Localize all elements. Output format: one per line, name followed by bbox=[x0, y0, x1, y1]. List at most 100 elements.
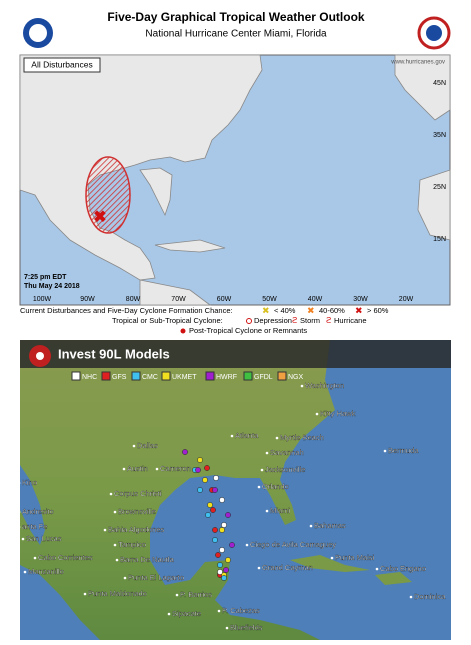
outlook-map: ✖ All Disturbances www.hurricanes.gov 7:… bbox=[19, 54, 451, 306]
track-point bbox=[213, 475, 219, 481]
city-label: Bahamas bbox=[314, 521, 346, 530]
legend-swatch bbox=[243, 371, 253, 381]
legend-label: HWRF bbox=[216, 374, 237, 381]
city-label: Atlanta bbox=[235, 431, 259, 440]
city-dot bbox=[225, 626, 229, 630]
city-label: Tampico bbox=[118, 540, 146, 549]
city-label: P. Cabezas bbox=[222, 606, 260, 615]
city-label: Bahia Algodones bbox=[108, 525, 165, 534]
legend-label: UKMET bbox=[172, 374, 197, 381]
city-label: Cameron bbox=[160, 464, 191, 473]
city-label: Washington bbox=[305, 381, 344, 390]
city-dot bbox=[113, 510, 117, 514]
city-dot bbox=[132, 444, 136, 448]
city-dot bbox=[309, 524, 313, 528]
city-label: Bluefields bbox=[230, 623, 263, 632]
legend-swatch bbox=[101, 371, 111, 381]
legend-icon-storm: ϩ bbox=[292, 316, 297, 325]
latitude-label: 15N bbox=[433, 236, 446, 243]
legend-swatch bbox=[131, 371, 141, 381]
city-label: Manzanillo bbox=[28, 567, 64, 576]
nws-logo-inner bbox=[426, 25, 442, 41]
track-point bbox=[223, 567, 229, 573]
title-bar bbox=[20, 340, 451, 368]
track-point bbox=[202, 477, 208, 483]
city-dot bbox=[23, 570, 27, 574]
track-point bbox=[197, 487, 203, 493]
legend-label: GFS bbox=[112, 374, 127, 381]
city-dot bbox=[245, 543, 249, 547]
track-point bbox=[197, 457, 203, 463]
city-label: Barra De Nautla bbox=[120, 555, 175, 564]
city-dot bbox=[265, 509, 269, 513]
longitude-label: 30W bbox=[353, 296, 368, 303]
track-point bbox=[204, 465, 210, 471]
city-dot bbox=[375, 567, 379, 571]
europe bbox=[394, 54, 451, 121]
city-dot bbox=[260, 468, 264, 472]
city-label: Cabo Corrientes bbox=[38, 553, 93, 562]
track-point bbox=[217, 562, 223, 568]
track-point bbox=[215, 552, 221, 558]
track-point bbox=[219, 527, 225, 533]
city-dot bbox=[275, 436, 279, 440]
track-point bbox=[182, 449, 188, 455]
legend-label: CMC bbox=[142, 374, 158, 381]
legend-label: NGX bbox=[288, 374, 304, 381]
outlook-title: Five-Day Graphical Tropical Weather Outl… bbox=[107, 10, 365, 24]
city-label: Punta El Lagarto bbox=[128, 573, 184, 582]
legend-chance-heading: Current Disturbances and Five-Day Cyclon… bbox=[20, 306, 233, 315]
north-america bbox=[20, 340, 335, 640]
city-label: Miami bbox=[270, 506, 290, 515]
city-dot bbox=[113, 543, 117, 547]
legend-swatch bbox=[277, 371, 287, 381]
track-point bbox=[219, 497, 225, 503]
city-dot bbox=[175, 593, 179, 597]
city-label: Grand Cayman bbox=[262, 563, 313, 572]
latitude-labels: 45N 35N 25N 15N bbox=[433, 80, 446, 243]
city-label: Punta Maldonado bbox=[88, 589, 147, 598]
cuba bbox=[154, 239, 226, 253]
gulf-of-california bbox=[20, 465, 45, 545]
track-point bbox=[229, 542, 235, 548]
legend-chance-low: < 40% bbox=[274, 306, 296, 315]
legend-icon-mid: ✖ bbox=[307, 305, 315, 315]
models-title: Invest 90L Models bbox=[58, 346, 170, 361]
longitude-label: 70W bbox=[171, 296, 186, 303]
latitude-label: 45N bbox=[433, 80, 446, 87]
city-label: Savannah bbox=[270, 448, 304, 457]
models-map: Invest 90L Models bbox=[20, 340, 451, 640]
track-point bbox=[195, 467, 201, 473]
track-point bbox=[212, 527, 218, 533]
legend-swatch bbox=[71, 371, 81, 381]
city-dot bbox=[300, 384, 304, 388]
city-labels: Washington Kitty Hawk Atlanta Myrtle Beach D… bbox=[17, 381, 446, 632]
legend-depression: Depression bbox=[254, 316, 292, 325]
hispaniola bbox=[375, 572, 412, 585]
model-tracks bbox=[182, 449, 235, 581]
legend-label: NHC bbox=[82, 374, 97, 381]
city-dot bbox=[257, 566, 261, 570]
city-dot bbox=[409, 595, 413, 599]
city-dot bbox=[122, 467, 126, 471]
legend-icon-low: ✖ bbox=[262, 305, 270, 315]
disturbance-marker: ✖ bbox=[93, 209, 106, 226]
disturbance-area bbox=[85, 156, 131, 234]
longitude-label: 40W bbox=[308, 296, 323, 303]
track-point bbox=[212, 487, 218, 493]
longitude-labels: 100W 90W 80W 70W 60W 50W 40W 30W 20W bbox=[33, 296, 414, 303]
city-dot bbox=[383, 449, 387, 453]
legend-icon-high: ✖ bbox=[355, 305, 363, 315]
city-label: Austin bbox=[127, 464, 148, 473]
issue-time: 7:25 pm EDT bbox=[24, 274, 67, 281]
city-dot bbox=[17, 510, 21, 514]
city-label: anta Fe bbox=[22, 522, 47, 531]
legend-icon-hurricane: ϩ bbox=[326, 316, 331, 325]
city-dot bbox=[33, 556, 37, 560]
city-label: Dominica bbox=[414, 592, 446, 601]
longitude-label: 90W bbox=[80, 296, 95, 303]
city-dot bbox=[315, 412, 319, 416]
city-label: Jacksonville bbox=[265, 465, 305, 474]
track-point bbox=[221, 522, 227, 528]
